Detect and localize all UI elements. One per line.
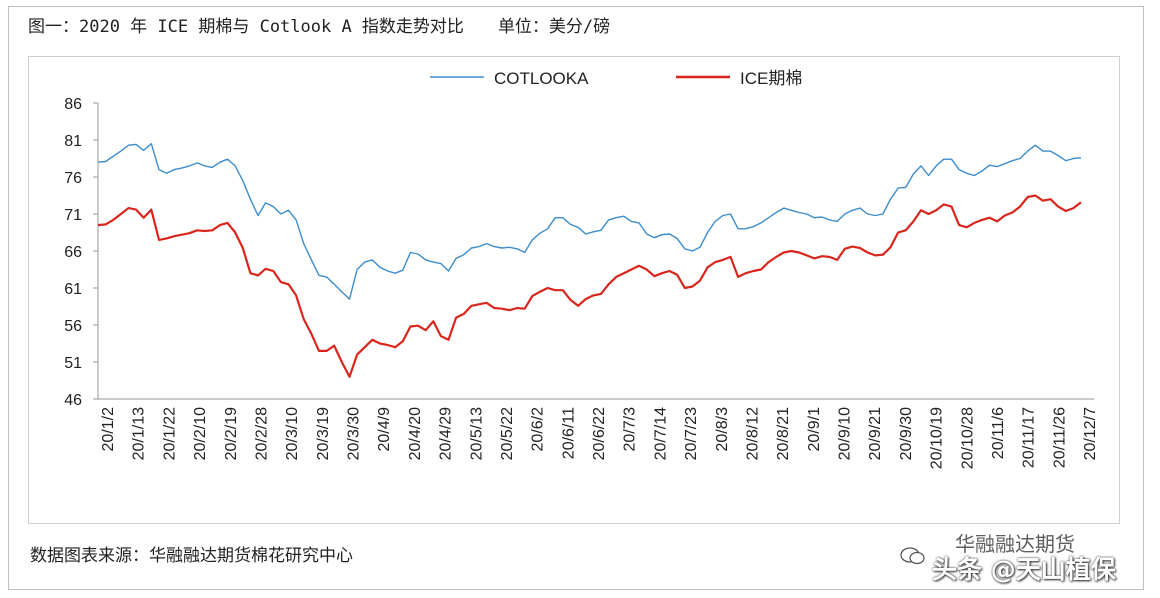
y-tick-label: 81 xyxy=(64,133,82,150)
y-tick-label: 56 xyxy=(64,318,82,335)
axes: 46 51 56 61 66 71 76 81 86 20/1/2 20/1/13 20/1/22 20… xyxy=(64,96,1099,469)
x-tick-label: 20/2/28 xyxy=(253,407,270,460)
x-tick-label: 20/9/30 xyxy=(898,407,915,460)
x-tick-label: 20/10/19 xyxy=(929,407,946,469)
legend-label: COTLOOKA xyxy=(494,69,589,88)
source-note: 数据图表来源：华融融达期货棉花研究中心 xyxy=(30,546,353,566)
chart-title: 图一：2020 年 ICE 期棉与 Cotlook A 指数走势对比 单位：美分/… xyxy=(28,12,610,37)
watermark-account: 华融融达期货 xyxy=(955,532,1075,556)
y-tick-label: 66 xyxy=(64,244,82,261)
y-tick-label: 46 xyxy=(64,392,82,409)
x-tick-label: 20/12/7 xyxy=(1082,407,1099,460)
x-tick-label: 20/5/22 xyxy=(499,407,516,460)
x-tick-label: 20/4/29 xyxy=(438,407,455,460)
x-tick-label: 20/5/13 xyxy=(468,407,485,460)
x-tick-label: 20/7/14 xyxy=(652,407,669,460)
x-tick-label: 20/8/3 xyxy=(714,407,731,452)
series-line xyxy=(97,194,1082,378)
x-tick-label: 20/6/22 xyxy=(591,407,608,460)
legend-label: ICE期棉 xyxy=(740,69,802,88)
x-tick-label: 20/11/26 xyxy=(1051,407,1068,468)
legend: COTLOOKA ICE期棉 xyxy=(430,69,802,88)
x-tick-label: 20/2/10 xyxy=(192,407,209,460)
y-tick-label: 71 xyxy=(64,207,82,224)
x-tick-label: 20/1/22 xyxy=(161,407,178,460)
x-tick-label: 20/8/12 xyxy=(744,407,761,460)
x-tick-label: 20/4/9 xyxy=(376,407,393,452)
y-tick-label: 76 xyxy=(64,170,82,187)
series-line xyxy=(97,142,1082,300)
wechat-icon xyxy=(900,547,925,565)
x-tick-label: 20/11/17 xyxy=(1021,407,1038,468)
y-tick-label: 86 xyxy=(64,96,82,113)
x-tick-label: 20/7/3 xyxy=(622,407,639,452)
x-tick-label: 20/10/28 xyxy=(959,407,976,469)
x-tick-label: 20/11/6 xyxy=(990,407,1007,459)
x-tick-label: 20/9/1 xyxy=(806,407,823,452)
x-tick-label: 20/9/21 xyxy=(867,407,884,460)
plot-area-border xyxy=(28,56,1120,524)
x-tick-label: 20/3/19 xyxy=(315,407,332,460)
x-tick-label: 20/4/20 xyxy=(407,407,424,460)
unit-text: 单位：美分/磅 xyxy=(497,17,611,37)
y-tick-label: 51 xyxy=(64,355,82,372)
x-tick-label: 20/8/21 xyxy=(775,407,792,460)
x-tick-label: 20/3/30 xyxy=(346,407,363,460)
x-tick-label: 20/1/2 xyxy=(100,407,117,452)
chart-frame xyxy=(8,6,1144,590)
x-tick-label: 20/7/23 xyxy=(683,407,700,460)
x-tick-label: 20/2/19 xyxy=(223,407,240,460)
title-text: 图一：2020 年 ICE 期棉与 Cotlook A 指数走势对比 xyxy=(28,17,464,37)
x-tick-label: 20/6/11 xyxy=(560,407,577,459)
watermark-platform: 头条 @天山植保 xyxy=(932,555,1116,584)
x-tick-label: 20/3/10 xyxy=(284,407,301,460)
series-lines xyxy=(97,142,1082,378)
x-tick-label: 20/9/10 xyxy=(837,407,854,460)
x-tick-label: 20/1/13 xyxy=(131,407,148,460)
y-tick-label: 61 xyxy=(64,281,82,298)
x-tick-label: 20/6/2 xyxy=(530,407,547,452)
